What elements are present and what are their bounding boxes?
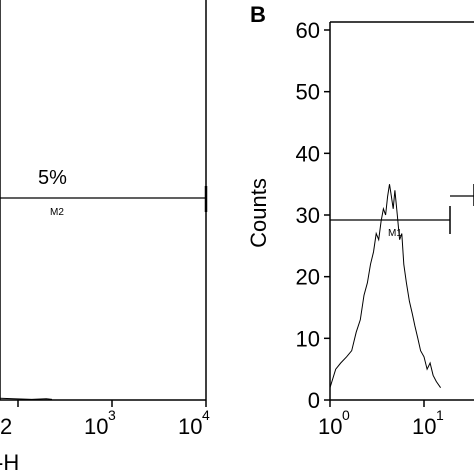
panel-b-x-tick-label-1: 10 0: [318, 407, 350, 439]
panel-b-y-tick-label-50: 50: [296, 80, 320, 105]
panel-b-y-ticks: 0 10 20 30 40 50 60: [296, 18, 330, 413]
panel-a-x-tick-label-10000: 10 4: [178, 407, 210, 439]
panel-b-letter: B: [250, 2, 266, 27]
svg-text:10: 10: [84, 414, 108, 439]
svg-text:0: 0: [342, 407, 350, 423]
gate-m1-label: M1: [388, 228, 402, 239]
panel-b-x-ticks: [329, 400, 425, 407]
svg-text:3: 3: [108, 407, 116, 423]
panel-b-y-tick-label-20: 20: [296, 265, 320, 290]
panel-b-y-tick-label-60: 60: [296, 18, 320, 43]
panel-a-x-tick-label-1000: 10 3: [84, 407, 116, 439]
svg-text:10: 10: [178, 414, 202, 439]
panel-a-x-ticks: [17, 400, 207, 407]
panel-b-y-tick-label-30: 30: [296, 203, 320, 228]
panel-a-histogram-line: [0, 397, 53, 400]
panel-b-y-axis-title: Counts: [246, 178, 271, 248]
svg-text:10: 10: [412, 414, 436, 439]
svg-text:10: 10: [318, 414, 342, 439]
panel-b-y-tick-label-0: 0: [308, 388, 320, 413]
panel-b-x-tick-label-10: 10 1: [412, 407, 444, 439]
panel-b-histogram-line: [329, 184, 442, 388]
panel-a: 5% M2 2 10 3 10 4 -H: [0, 0, 210, 474]
panel-a-x-tick-label-partial: 2: [0, 414, 12, 439]
gate-m2-label: M2: [50, 207, 64, 218]
svg-text:1: 1: [436, 407, 444, 423]
panel-b-y-tick-label-40: 40: [296, 141, 320, 166]
gate-m2-percent: 5%: [38, 167, 67, 189]
panel-b-y-tick-label-10: 10: [296, 326, 320, 351]
svg-text:4: 4: [202, 407, 210, 423]
panel-a-x-axis-title-fragment: -H: [0, 450, 19, 474]
